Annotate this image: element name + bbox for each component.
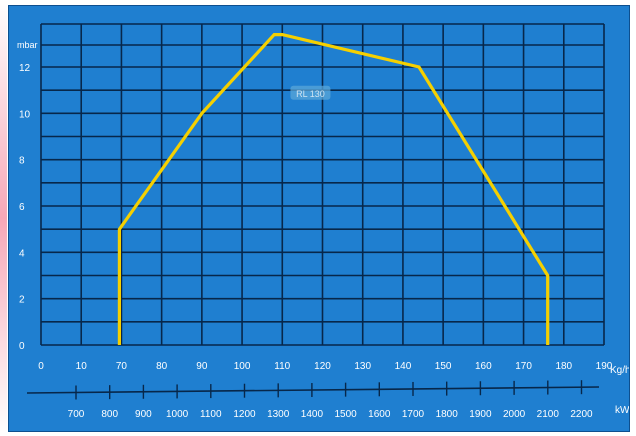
x-tick-label-secondary: 1500 bbox=[334, 409, 357, 420]
x-tick-label: 10 bbox=[76, 361, 88, 372]
x-tick-label-secondary: 2000 bbox=[503, 409, 526, 420]
x-tick-label: 180 bbox=[555, 361, 572, 372]
x-tick-label: 190 bbox=[596, 361, 613, 372]
decorative-edge bbox=[0, 0, 7, 436]
x-tick-label: 160 bbox=[475, 361, 492, 372]
x-tick-label: 140 bbox=[395, 361, 412, 372]
x-tick-label-secondary: 2100 bbox=[537, 409, 560, 420]
working-range-chart: RL 130 0 2 4 6 8 10 12 mbar 0 10 70 80 90 100 110 120 13… bbox=[17, 23, 631, 420]
chart-panel: RL 130 0 2 4 6 8 10 12 mbar 0 10 70 80 90 100 110 120 13… bbox=[8, 5, 631, 432]
labels: 0 2 4 6 8 10 12 mbar 0 10 70 80 90 100 110 120 130 140 150… bbox=[17, 40, 631, 420]
y-tick-label: 8 bbox=[19, 156, 25, 167]
x-tick-label-secondary: 1700 bbox=[402, 409, 425, 420]
series-label: RL 130 bbox=[296, 89, 325, 99]
x-tick-label: 150 bbox=[435, 361, 452, 372]
x-tick-label-secondary: 2200 bbox=[570, 409, 593, 420]
y-tick-label: 0 bbox=[19, 341, 25, 352]
x-tick-label-secondary: 1100 bbox=[200, 409, 222, 420]
x-axis-label-secondary: kW bbox=[615, 405, 629, 416]
series-label-badge bbox=[290, 85, 331, 100]
x-tick-label: 130 bbox=[354, 361, 371, 372]
y-tick-label: 6 bbox=[19, 202, 25, 213]
y-tick-label: 4 bbox=[19, 248, 25, 259]
x-tick-label-secondary: 1200 bbox=[233, 409, 256, 420]
x-tick-label-secondary: 1600 bbox=[368, 409, 391, 420]
grid bbox=[26, 23, 605, 400]
x-tick-label-secondary: 1000 bbox=[166, 409, 189, 420]
x-tick-label: 70 bbox=[116, 361, 128, 372]
x-tick-label: 90 bbox=[196, 361, 208, 372]
x-tick-label: 110 bbox=[274, 361, 290, 372]
secondary-axis-line bbox=[26, 386, 600, 394]
x-tick-label: 170 bbox=[515, 361, 532, 372]
x-tick-label: 120 bbox=[314, 361, 331, 372]
x-tick-label-secondary: 700 bbox=[68, 409, 85, 420]
x-tick-label: 100 bbox=[234, 361, 251, 372]
x-tick-label: 0 bbox=[38, 361, 44, 372]
x-tick-label-secondary: 1800 bbox=[436, 409, 459, 420]
series-line-rl130 bbox=[117, 33, 550, 345]
y-tick-label: 2 bbox=[19, 295, 25, 306]
x-tick-label-secondary: 800 bbox=[101, 409, 118, 420]
x-tick-label-secondary: 900 bbox=[135, 409, 152, 420]
x-tick-label-secondary: 1300 bbox=[267, 409, 290, 420]
x-tick-label-secondary: 1400 bbox=[301, 409, 324, 420]
x-tick-label: 80 bbox=[156, 361, 168, 372]
series-layer: RL 130 bbox=[117, 33, 550, 345]
x-axis-label-primary: Kg/h bbox=[610, 365, 629, 376]
x-tick-label-secondary: 1900 bbox=[469, 409, 492, 420]
y-tick-label: 12 bbox=[19, 63, 31, 74]
y-axis-label: mbar bbox=[17, 40, 38, 50]
y-tick-label: 10 bbox=[19, 109, 31, 120]
